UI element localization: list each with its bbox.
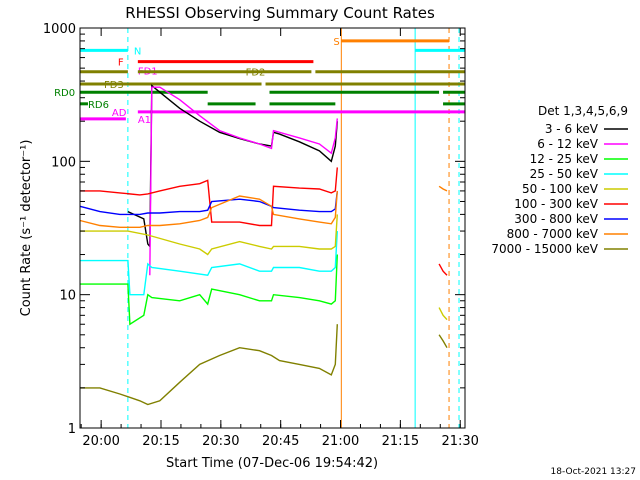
status-bar-label: A1 xyxy=(138,115,151,126)
status-bar-label: RD0 xyxy=(54,88,75,99)
late-series-line xyxy=(438,263,448,276)
status-bar-label: N xyxy=(134,46,141,57)
legend-entry-label: 3 - 6 keV xyxy=(545,122,599,136)
status-bar-label: AD xyxy=(112,108,127,119)
x-axis-label: Start Time (07-Dec-06 19:54:42) xyxy=(166,456,378,471)
status-bar-label: FD3 xyxy=(104,80,124,91)
plot-frame xyxy=(79,27,466,429)
status-bar-label: S xyxy=(333,37,339,48)
x-tick-label: 21:30 xyxy=(441,434,478,449)
x-tick-label: 20:30 xyxy=(202,434,239,449)
legend-entry-label: 6 - 12 keV xyxy=(537,137,599,151)
series-line xyxy=(80,231,338,296)
x-tick-label: 20:00 xyxy=(82,434,119,449)
x-tick-label: 21:00 xyxy=(322,434,359,449)
late-series-line xyxy=(438,334,448,349)
x-tick-label: 20:45 xyxy=(262,434,299,449)
status-bar-label: F xyxy=(118,58,124,69)
legend-entry-label: 50 - 100 keV xyxy=(522,182,599,196)
status-bar-label: FD2 xyxy=(246,68,266,79)
status-bar-label: RD6 xyxy=(88,100,109,111)
plot-area: NSFFD1FD2FD3RD0RD6ADA1 xyxy=(54,28,465,428)
y-tick-label: 1 xyxy=(68,422,76,437)
series-line xyxy=(80,214,338,256)
chart-title: RHESSI Observing Summary Count Rates xyxy=(125,4,435,22)
legend-entry-label: 25 - 50 keV xyxy=(530,167,599,181)
series-line xyxy=(79,190,338,228)
series-line xyxy=(80,324,338,406)
legend-entry-label: 100 - 300 keV xyxy=(514,197,598,211)
legend-entry-label: 800 - 7000 keV xyxy=(507,227,599,241)
y-tick-label: 10 xyxy=(59,289,76,304)
y-tick-label: 100 xyxy=(51,155,76,170)
x-tick-label: 21:15 xyxy=(382,434,419,449)
y-axis: 1 10 100 1000 xyxy=(43,22,465,437)
series-line xyxy=(149,86,338,276)
late-series-line xyxy=(438,307,448,321)
legend-entry-label: 300 - 800 keV xyxy=(514,212,598,226)
y-tick-label: 1000 xyxy=(43,22,76,37)
x-tick-label: 20:15 xyxy=(142,434,179,449)
series-line xyxy=(80,167,338,227)
late-series-line xyxy=(438,185,448,192)
series-line xyxy=(79,190,338,216)
y-axis-label: Count Rate (s⁻¹ detector⁻¹) xyxy=(19,140,34,317)
series-line xyxy=(80,254,338,326)
legend-entry-label: 7000 - 15000 keV xyxy=(491,242,598,256)
date-stamp: 18-Oct-2021 13:27 xyxy=(551,467,636,477)
legend-entry-label: 12 - 25 keV xyxy=(530,152,599,166)
legend-title: Det 1,3,4,5,6,9 xyxy=(538,104,628,118)
x-axis: 20:00 20:15 20:30 20:45 21:00 21:15 21:30 xyxy=(80,28,479,449)
